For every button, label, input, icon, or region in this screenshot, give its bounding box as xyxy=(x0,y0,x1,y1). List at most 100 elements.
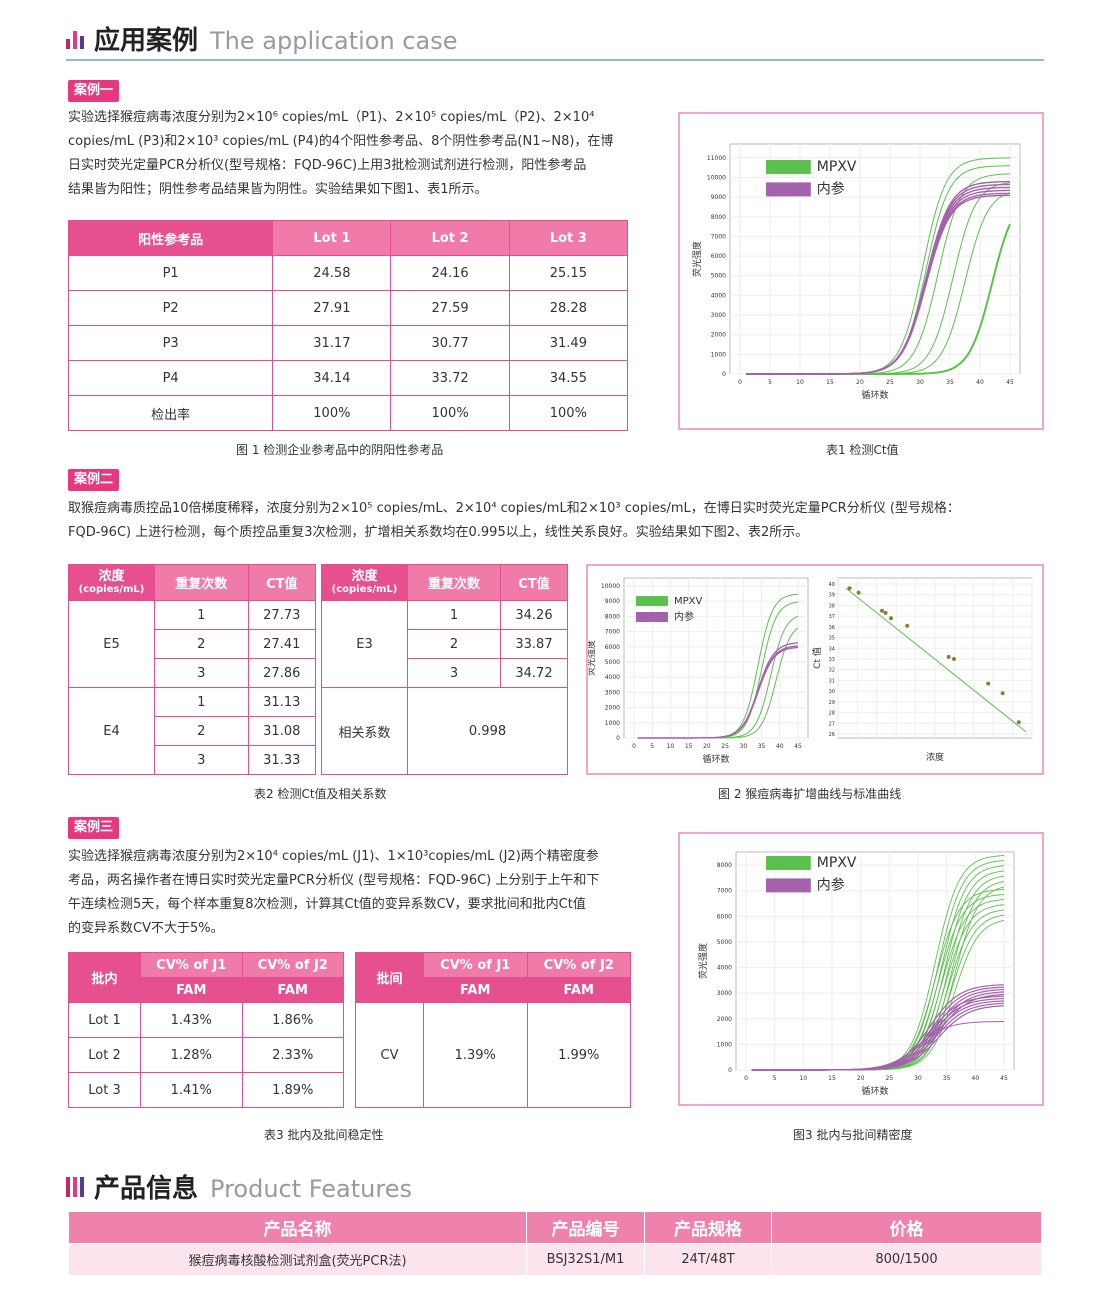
case1-text: 实验选择猴痘病毒浓度分别为2×10⁶ copies/mL（P1)、2×10⁵ c… xyxy=(68,106,638,202)
case3-chart: 0 1000 2000 3000 4000 5000 6000 7000 8000 0 5 10 15 2… xyxy=(678,832,1044,1106)
case2-table-left: 浓度 (copies/mL) 重复次数 CT值 E5 1 27.73 2 27.… xyxy=(68,564,317,775)
table-header: CV% of J1 xyxy=(140,952,243,978)
table-row: 相关系数 0.998 xyxy=(321,687,568,775)
legend-label-mpxv: MPXV xyxy=(817,855,857,871)
x-axis-label: 循环数 xyxy=(861,1085,888,1097)
table-header: 产品规格 xyxy=(644,1211,772,1244)
x-tick-label: 20 xyxy=(857,1075,865,1082)
table-cell: 1.39% xyxy=(423,1002,528,1108)
table-cell: 34.72 xyxy=(499,658,569,688)
x-tick-label: 40 xyxy=(976,379,984,386)
standard-curve-point xyxy=(1000,691,1005,696)
x-tick-label: 30 xyxy=(914,1075,922,1082)
y-tick-label: 28 xyxy=(829,711,835,717)
standard-curve-point xyxy=(905,623,910,628)
table-cell: 1 xyxy=(407,600,501,630)
table-row: E3 1 34.26 xyxy=(321,600,569,688)
legend-label-mpxv: MPXV xyxy=(817,159,857,175)
amplification-and-standard-curve: 0100020003000400050006000700080009000100… xyxy=(588,577,1033,765)
table-cell: 24.58 xyxy=(272,255,392,291)
case2-text: 取猴痘病毒质控品10倍梯度稀释，浓度分别为2×10⁵ copies/mL、2×1… xyxy=(68,497,1048,545)
table-row: CV 1.39% 1.99% xyxy=(355,1002,631,1108)
y-tick-label: 9000 xyxy=(711,194,726,201)
table-cell: 1.43% xyxy=(140,1002,243,1038)
y-tick-label: 4000 xyxy=(711,292,726,299)
precision-chart: 0 1000 2000 3000 4000 5000 6000 7000 8000 0 5 10 15 2… xyxy=(697,851,1015,1097)
y-tick-label: 7000 xyxy=(711,233,726,240)
table-cell: 25.15 xyxy=(508,255,629,291)
legend-swatch-mpxv xyxy=(766,160,811,174)
case3-line-4: 的变异系数CV不大于5%。 xyxy=(68,921,224,936)
y-tick-label: 5000 xyxy=(717,939,732,946)
table-row: E4 1 31.13 xyxy=(68,687,317,775)
amplification-chart: 0100020003000400050006000700080009000100… xyxy=(691,143,1021,401)
y-tick-label: 40 xyxy=(829,582,835,588)
y-axis-label: 荧光强度 xyxy=(588,640,597,676)
plot-area xyxy=(735,851,1015,1071)
table-row: P2 27.91 27.59 28.28 xyxy=(67,290,629,326)
table-cell: 3 xyxy=(154,658,249,688)
y-tick-label: 39 xyxy=(829,593,835,599)
x-tick-label: 15 xyxy=(685,743,693,750)
table-cell: 31.13 xyxy=(247,687,317,717)
x-tick-label: 20 xyxy=(703,743,711,750)
legend-swatch-mpxv xyxy=(766,856,811,870)
table-cell: 31.08 xyxy=(247,716,317,746)
y-tick-label: 6000 xyxy=(717,913,732,920)
legend-swatch-ic xyxy=(766,878,811,893)
table-header: CV% of J1 xyxy=(423,952,528,978)
header-conc: 浓度 xyxy=(351,568,378,584)
y-tick-label: 8000 xyxy=(717,862,732,869)
y-tick-label: 8000 xyxy=(711,214,726,221)
y-tick-label: 37 xyxy=(829,614,835,620)
product-spec: 24T/48T xyxy=(644,1243,772,1276)
case3-line-3: 午连续检测5天，每个样本重复8次检测，计算其Ct值的变异系数CV，要求批间和批内… xyxy=(68,897,586,912)
x-tick-label: 45 xyxy=(1006,379,1014,386)
table-cell: P4 xyxy=(67,360,274,396)
table-row: P4 34.14 33.72 34.55 xyxy=(67,360,629,396)
x-tick-label: 45 xyxy=(794,743,802,750)
y-tick-label: 3000 xyxy=(717,990,732,997)
table-cell: 27.91 xyxy=(272,290,392,326)
table-cell: 2.33% xyxy=(241,1037,344,1073)
case1-chart: 0 1000 2000 3000 4000 5000 6000 7000 8000 9000 100… xyxy=(678,112,1044,430)
case2-line-1: 取猴痘病毒质控品10倍梯度稀释，浓度分别为2×10⁵ copies/mL、2×1… xyxy=(68,501,960,516)
x-axis-label: 循环数 xyxy=(702,753,729,765)
y-tick-label: 38 xyxy=(829,603,835,609)
section-header-application: 应用案例 The application case xyxy=(66,20,457,57)
table-cell: 相关系数 xyxy=(321,687,408,775)
x-tick-label: 5 xyxy=(650,743,654,750)
section-title-en: The application case xyxy=(210,27,458,55)
product-name: 猴痘病毒核酸检测试剂盒(荧光PCR法) xyxy=(68,1243,527,1276)
ic-curve xyxy=(637,646,799,739)
y-tick-label: 26 xyxy=(829,732,835,738)
x-tick-label: 0 xyxy=(632,743,636,750)
table-cell: Lot 3 xyxy=(68,1072,141,1108)
table-cell: CV xyxy=(355,1002,424,1108)
standard-curve-point xyxy=(1016,720,1021,725)
y-tick-label: 9000 xyxy=(605,598,620,605)
table-header: 价格 xyxy=(771,1211,1042,1244)
table-cell: 31.49 xyxy=(508,325,629,361)
case3-line-1: 实验选择猴痘病毒浓度分别为2×10⁴ copies/mL (J1)、1×10³c… xyxy=(68,849,599,864)
table-header: 批内 xyxy=(68,952,141,1003)
x-axis-label: 浓度 xyxy=(926,751,944,763)
table-row: Lot 2 1.28% 2.33% xyxy=(68,1037,344,1073)
table-cell: 27.86 xyxy=(247,658,317,688)
y-axis-label: Ct 值 xyxy=(811,647,823,669)
y-tick-label: 31 xyxy=(829,678,835,684)
y-tick-label: 5000 xyxy=(605,659,620,666)
x-tick-label: 45 xyxy=(1000,1075,1008,1082)
table-cell: 1 xyxy=(154,687,249,717)
case3-line-2: 考品，两名操作者在博日实时荧光定量PCR分析仪 (型号规格：FQD-96C) 上… xyxy=(68,873,600,888)
y-tick-label: 2000 xyxy=(711,332,726,339)
y-tick-label: 4000 xyxy=(605,674,620,681)
case1-line-1: 实验选择猴痘病毒浓度分别为2×10⁶ copies/mL（P1)、2×10⁵ c… xyxy=(68,110,595,125)
legend-label-ic: 内参 xyxy=(817,877,845,894)
table-cell: P1 xyxy=(67,255,274,291)
table-cell: E4 xyxy=(68,687,155,775)
y-tick-label: 10000 xyxy=(601,583,620,590)
x-tick-label: 25 xyxy=(721,743,729,750)
table-cell: 100% xyxy=(390,395,510,431)
section-header-product: 产品信息 Product Features xyxy=(66,1168,412,1205)
